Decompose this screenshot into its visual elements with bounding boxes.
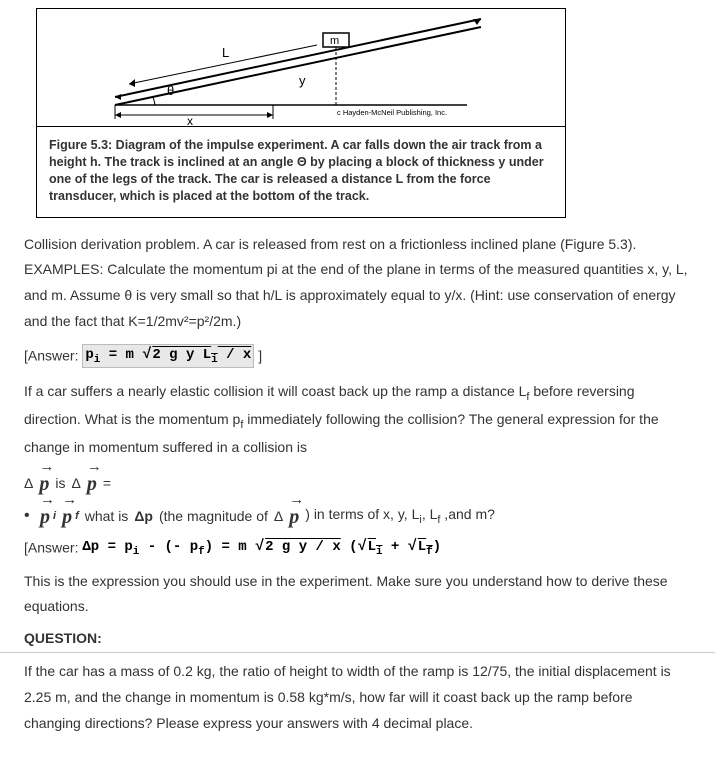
bullet-text-3: ) in terms of x, y, Li, Lf ,and m? <box>305 506 495 526</box>
label-y: y <box>299 73 306 88</box>
delta-symbol-3: Δ <box>274 508 283 524</box>
paragraph-elastic: If a car suffers a nearly elastic collis… <box>0 379 715 461</box>
equals-sign: = <box>103 475 111 491</box>
paragraph-intro: Collision derivation problem. A car is r… <box>0 232 715 336</box>
label-x: x <box>187 114 193 127</box>
label-theta: θ <box>167 83 174 98</box>
vector-pf: p <box>62 504 72 529</box>
delta-symbol-1: Δ <box>24 475 33 491</box>
paragraph-derive-note: This is the expression you should use in… <box>0 569 715 621</box>
is-text: is <box>55 475 65 491</box>
vector-pi: p <box>40 504 50 529</box>
bullet-magnitude-question: pi pf what is Δp (the magnitude of Δ p )… <box>0 504 715 529</box>
question-heading: QUESTION: <box>0 630 715 653</box>
incline-diagram-svg: L m y θ x c Hayden-McNeil Publishing, <box>37 9 565 127</box>
answer-line-2: [Answer: Δp = pi - (- pf) = m √2 g y / x… <box>24 539 691 559</box>
label-m: m <box>330 35 339 47</box>
bullet-text-1: what is <box>85 508 129 524</box>
sub-i-icon: i <box>53 510 56 522</box>
para2-part1: If a car suffers a nearly elastic collis… <box>24 383 526 399</box>
delta-symbol-2: Δ <box>71 475 80 491</box>
answer1-suffix: ] <box>258 348 262 364</box>
paragraph-question: If the car has a mass of 0.2 kg, the rat… <box>0 659 715 737</box>
answer1-prefix: [Answer: <box>24 348 78 364</box>
figure-box: L m y θ x c Hayden-McNeil Publishing, <box>36 8 566 218</box>
diagram-copyright: c Hayden-McNeil Publishing, Inc. <box>337 108 447 117</box>
vector-p-2: p <box>87 471 97 496</box>
answer-line-1: [Answer: pi = m √2 g y Li / x ] <box>24 345 691 369</box>
delta-p-equation-row: Δ p is Δ p = <box>0 471 715 496</box>
figure-caption: Figure 5.3: Diagram of the impulse exper… <box>37 127 565 217</box>
sub-f-icon: f <box>75 510 79 522</box>
answer2-formula: Δp = pi - (- pf) = m √2 g y / x (√Li + √… <box>82 538 441 558</box>
figure-diagram: L m y θ x c Hayden-McNeil Publishing, <box>37 9 565 127</box>
bullet-text-2: (the magnitude of <box>159 508 268 524</box>
vector-p-3: p <box>289 504 299 529</box>
label-L: L <box>222 45 229 60</box>
answer2-prefix: [Answer: <box>24 539 78 555</box>
answer1-formula: pi = m √2 g y Li / x <box>82 344 254 368</box>
delta-p-text: Δp <box>134 508 153 524</box>
